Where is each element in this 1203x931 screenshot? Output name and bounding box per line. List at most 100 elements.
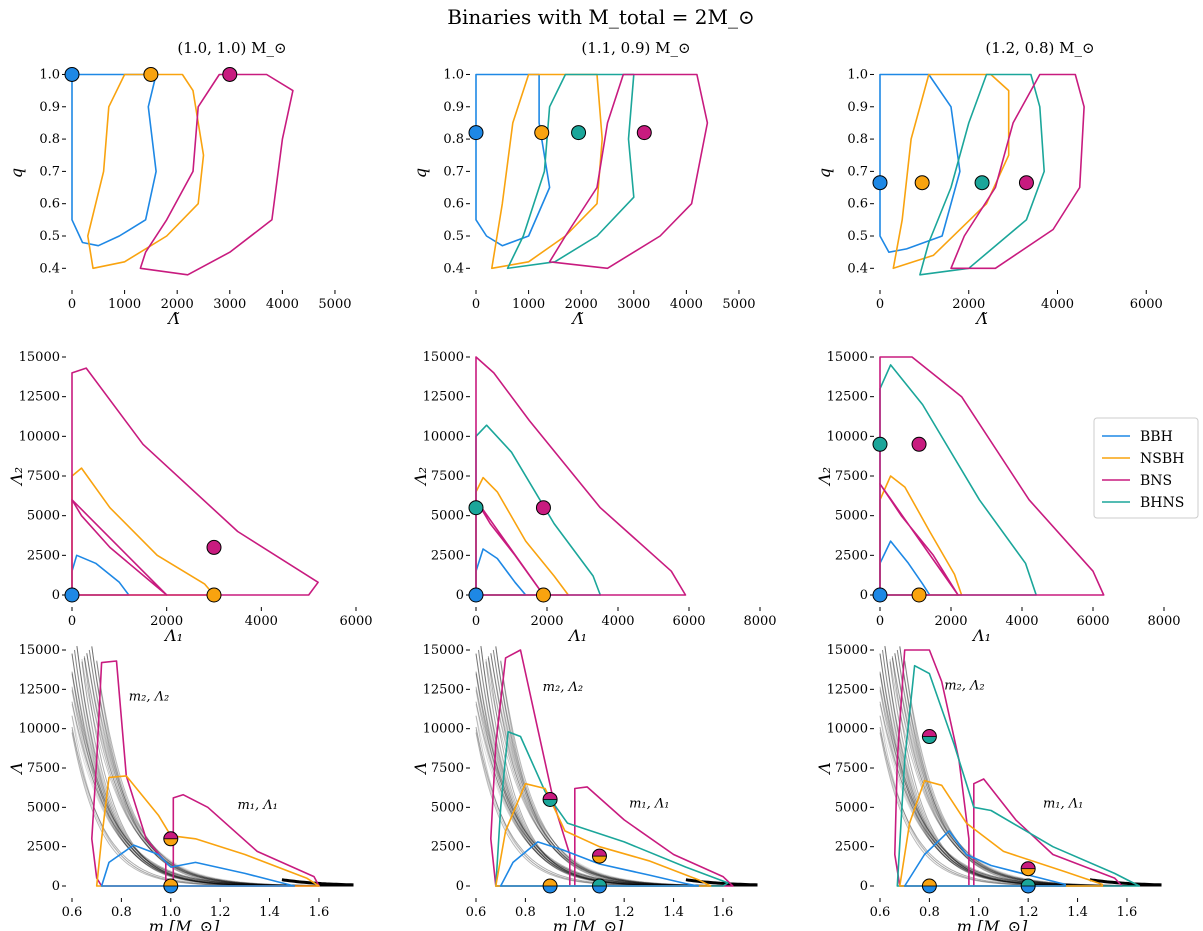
y-tick-label: 12500 xyxy=(827,390,868,405)
panel-grid: (1.0, 1.0) M_⊙ (1.1, 0.9) M_⊙ (1.2, 0.8) M… xyxy=(7,39,1181,931)
y-tick-label: 0.4 xyxy=(847,261,868,276)
x-axis-label: Λ̃ xyxy=(974,309,988,328)
x-tick-label: 6000 xyxy=(1130,297,1163,312)
contour-bns xyxy=(574,786,734,887)
split-marker-top xyxy=(922,729,937,737)
eos-curve xyxy=(492,649,758,887)
y-tick-label: 10000 xyxy=(423,429,464,444)
annotation: m₁, Λ₁ xyxy=(1043,796,1083,811)
panel: 0 2000 4000 6000 8000 0 2500 5000 7500 10000 12500… xyxy=(411,350,777,645)
contour-bbh xyxy=(499,841,700,887)
contour-nsbh xyxy=(495,782,712,887)
split-marker-top xyxy=(1021,878,1036,886)
x-tick-label: 0 xyxy=(472,297,480,312)
eos-curve xyxy=(889,658,1162,887)
y-tick-label: 0.8 xyxy=(39,132,60,147)
y-tick-label: 0.4 xyxy=(443,261,464,276)
eos-curve xyxy=(88,649,354,887)
eos-curve xyxy=(891,656,1162,887)
y-axis-label: q xyxy=(411,168,430,178)
x-axis-label: Λ̃ xyxy=(166,309,180,328)
x-tick-label: 1.2 xyxy=(210,905,231,920)
eos-curve xyxy=(490,653,758,887)
x-tick-label: 4000 xyxy=(245,614,278,629)
marker-bbh xyxy=(872,175,888,191)
y-tick-label: 0 xyxy=(456,879,464,894)
x-tick-label: 3000 xyxy=(213,297,246,312)
contour-bns xyxy=(548,73,709,270)
x-tick-label: 4000 xyxy=(1005,614,1038,629)
contour-bbh xyxy=(879,73,961,253)
y-tick-label: 0.9 xyxy=(443,100,464,115)
eos-curve xyxy=(88,649,354,887)
y-tick-label: 0.5 xyxy=(443,229,464,244)
x-axis-label: Λ₁ xyxy=(971,626,991,645)
x-tick-label: 4000 xyxy=(601,614,634,629)
split-marker-bottom xyxy=(922,736,937,744)
y-tick-label: 0 xyxy=(860,588,868,603)
y-axis-label: Λ₂ xyxy=(411,467,430,487)
x-tick-label: 0 xyxy=(876,297,884,312)
y-tick-label: 2500 xyxy=(27,840,60,855)
x-tick-label: 2000 xyxy=(150,614,183,629)
contour-bns xyxy=(71,499,168,596)
x-tick-label: 0.6 xyxy=(870,905,891,920)
y-tick-label: 7500 xyxy=(835,761,868,776)
eos-curve xyxy=(475,688,758,887)
marker-bbh xyxy=(64,66,80,82)
x-tick-label: 4000 xyxy=(1041,297,1074,312)
eos-curve xyxy=(879,715,1162,887)
split-marker-top xyxy=(922,879,937,886)
marker-bhns xyxy=(974,175,990,191)
y-tick-label: 1.0 xyxy=(443,67,464,82)
x-tick-label: 1.0 xyxy=(968,905,989,920)
marker-bns xyxy=(222,66,238,82)
y-tick-label: 0.8 xyxy=(443,132,464,147)
y-tick-label: 10000 xyxy=(19,429,60,444)
contour-bns xyxy=(91,660,167,887)
y-tick-label: 0.4 xyxy=(39,261,60,276)
y-tick-label: 0.5 xyxy=(39,229,60,244)
x-tick-label: 8000 xyxy=(1147,614,1180,629)
y-tick-label: 12500 xyxy=(827,682,868,697)
y-tick-label: 0.7 xyxy=(847,164,868,179)
eos-curve xyxy=(86,653,354,887)
contour-bns xyxy=(139,73,294,276)
y-tick-label: 10000 xyxy=(19,722,60,737)
x-tick-label: 1.6 xyxy=(1117,905,1138,920)
eos-curve xyxy=(879,671,1162,887)
split-marker-bottom xyxy=(543,886,558,894)
x-tick-label: 2000 xyxy=(934,614,967,629)
x-tick-label: 2000 xyxy=(565,297,598,312)
y-tick-label: 7500 xyxy=(835,469,868,484)
y-tick-label: 10000 xyxy=(827,722,868,737)
column-title: (1.2, 0.8) M_⊙ xyxy=(985,39,1094,57)
y-tick-label: 0 xyxy=(52,879,60,894)
eos-tail xyxy=(685,878,758,887)
y-tick-label: 7500 xyxy=(431,761,464,776)
eos-curve xyxy=(81,658,354,887)
annotation: m₂, Λ₂ xyxy=(129,689,169,704)
contour-bbh xyxy=(71,73,157,247)
marker-bns xyxy=(206,539,222,555)
split-marker-bottom xyxy=(163,886,178,894)
y-tick-label: 2500 xyxy=(431,548,464,563)
contour-bbh xyxy=(100,844,296,887)
split-marker-bottom xyxy=(163,838,178,846)
x-tick-label: 6000 xyxy=(339,614,372,629)
y-tick-label: 5000 xyxy=(835,509,868,524)
marker-nsbh xyxy=(911,587,927,603)
x-tick-label: 0.8 xyxy=(111,905,132,920)
split-marker-bottom xyxy=(1021,886,1036,893)
y-tick-label: 7500 xyxy=(431,469,464,484)
panel: 0.6 0.8 1.0 1.2 1.4 1.6 0 2500 5000 7500 10000 1250… xyxy=(411,643,758,931)
annotation: m₁, Λ₁ xyxy=(629,796,669,811)
marker-bns xyxy=(911,436,927,452)
y-tick-label: 5000 xyxy=(27,509,60,524)
x-tick-label: 5000 xyxy=(722,297,755,312)
eos-curve xyxy=(71,688,354,887)
y-tick-label: 0.6 xyxy=(39,197,60,212)
contour-bns xyxy=(950,73,1085,270)
y-tick-label: 12500 xyxy=(19,390,60,405)
y-tick-label: 12500 xyxy=(423,390,464,405)
